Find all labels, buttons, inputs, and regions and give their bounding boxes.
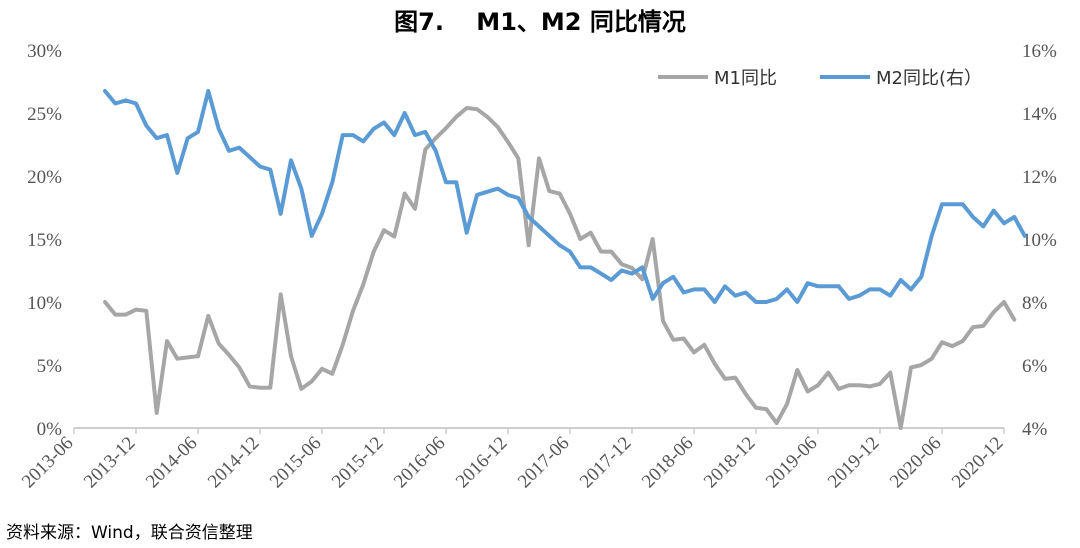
y-left-tick-label: 30% [27, 41, 62, 62]
x-tick-label: 2014-06 [142, 433, 202, 493]
x-tick-label: 2015-12 [328, 433, 388, 493]
x-tick-label: 2017-12 [576, 433, 636, 493]
x-tick-label: 2016-06 [390, 433, 450, 493]
y-right-tick-label: 4% [1022, 419, 1048, 440]
y-right-tick-label: 6% [1022, 356, 1048, 377]
y-right-tick-label: 12% [1022, 167, 1057, 188]
chart-title: 图7. M1、M2 同比情况 [394, 8, 686, 36]
y-right-tick-label: 16% [1022, 41, 1057, 62]
y-right-tick-label: 14% [1022, 104, 1057, 125]
x-tick-label: 2019-06 [762, 433, 822, 493]
y-left-tick-label: 25% [27, 104, 62, 125]
y-left-tick-label: 10% [27, 293, 62, 314]
legend: M1同比 M2同比(右） [658, 68, 982, 89]
y-left-tick-label: 20% [27, 167, 62, 188]
x-tick-label: 2018-06 [638, 433, 698, 493]
x-tick-label: 2020-06 [886, 433, 946, 493]
legend-label-2: M2同比(右） [876, 68, 982, 89]
x-tick-label: 2017-06 [514, 433, 574, 493]
source-note: 资料来源：Wind，联合资信整理 [6, 523, 253, 543]
series-line-2 [103, 89, 1027, 304]
x-tick-label: 2013-12 [80, 433, 140, 493]
y-right-tick-label: 8% [1022, 293, 1048, 314]
y-left-tick-label: 5% [37, 356, 63, 377]
series-line-1 [103, 106, 1017, 430]
x-tick-label: 2019-12 [824, 433, 884, 493]
x-tick-label: 2014-12 [204, 433, 264, 493]
x-tick-label: 2016-12 [452, 433, 512, 493]
x-tick-label: 2015-06 [266, 433, 326, 493]
x-tick-label: 2018-12 [700, 433, 760, 493]
legend-label-1: M1同比 [714, 68, 777, 89]
y-right-tick-label: 10% [1022, 230, 1057, 251]
series-lines [103, 89, 1027, 430]
y-left-tick-label: 0% [37, 419, 63, 440]
x-tick-label: 2013-06 [18, 433, 78, 493]
x-tick-label: 2020-12 [948, 433, 1008, 493]
y-left-tick-label: 15% [27, 230, 62, 251]
